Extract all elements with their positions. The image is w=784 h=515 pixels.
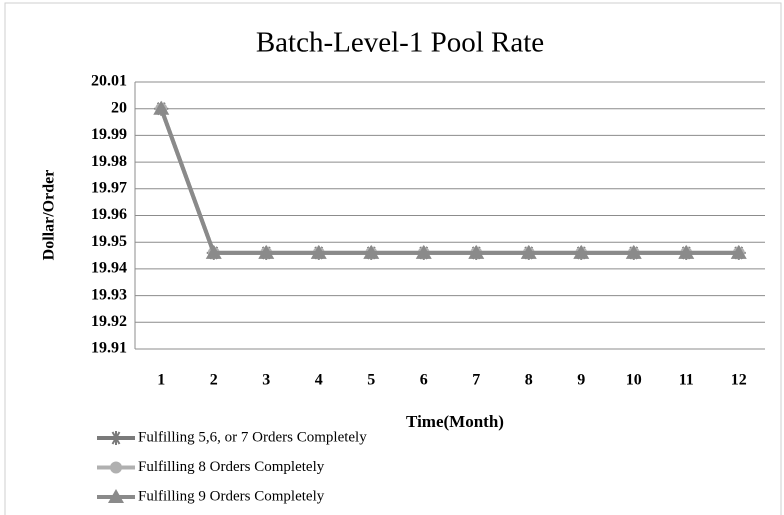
chart-title: Batch-Level-1 Pool Rate	[256, 27, 544, 59]
chart-frame	[4, 2, 782, 515]
y-tick-label: 19.99	[91, 126, 127, 143]
x-tick-label: 5	[367, 372, 375, 389]
legend-label: Fulfilling 8 Orders Completely	[138, 459, 325, 475]
y-tick-label: 19.93	[91, 286, 127, 303]
series-line	[159, 108, 739, 255]
x-tick-label: 1	[157, 372, 165, 389]
marker	[415, 244, 432, 259]
legend-marker	[110, 461, 122, 474]
marker	[258, 244, 275, 259]
x-tick-label: 6	[420, 372, 428, 389]
x-tick-label: 2	[210, 372, 218, 389]
y-tick-label: 19.92	[91, 313, 127, 330]
y-tick-label: 19.98	[91, 153, 127, 170]
x-tick-label: 8	[525, 372, 533, 389]
marker	[468, 244, 485, 259]
y-tick-label: 19.97	[91, 179, 127, 196]
x-tick-label: 7	[472, 372, 480, 389]
series-line	[159, 108, 739, 255]
x-tick-label: 9	[577, 372, 585, 389]
marker	[625, 244, 642, 259]
y-tick-label: 19.91	[91, 340, 127, 357]
x-tick-label: 4	[315, 372, 323, 389]
series-line	[159, 108, 739, 255]
x-tick-label: 3	[262, 372, 270, 389]
marker	[730, 244, 747, 259]
legend-marker	[108, 489, 124, 503]
x-tick-label: 11	[679, 372, 694, 389]
y-tick-label: 20.01	[91, 73, 127, 90]
marker	[573, 244, 590, 259]
marker	[205, 244, 222, 259]
x-tick-label: 10	[626, 372, 642, 389]
marker	[363, 244, 380, 259]
y-tick-label: 19.95	[91, 233, 127, 250]
marker	[678, 244, 695, 259]
legend-marker	[109, 431, 123, 445]
x-tick-label: 12	[731, 372, 747, 389]
legend-label: Fulfilling 5,6, or 7 Orders Completely	[138, 429, 367, 445]
y-tick-label: 19.96	[91, 206, 127, 223]
x-axis-label: Time(Month)	[406, 412, 504, 431]
marker	[310, 244, 327, 259]
legend-label: Fulfilling 9 Orders Completely	[138, 488, 325, 504]
marker	[153, 100, 170, 115]
y-axis-label: Dollar/Order	[41, 170, 58, 261]
marker	[520, 244, 537, 259]
y-tick-label: 19.94	[91, 260, 127, 277]
y-tick-label: 20	[111, 99, 127, 116]
